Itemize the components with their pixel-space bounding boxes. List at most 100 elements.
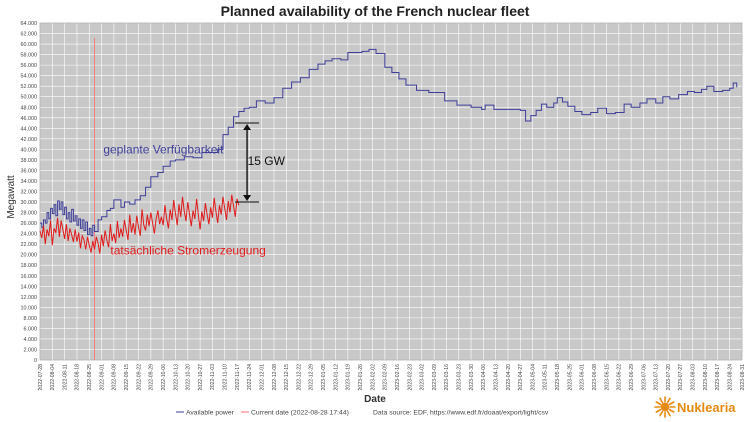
legend-available-power: Available power xyxy=(186,410,235,417)
arrow-head-down xyxy=(243,195,252,202)
x-tick-label: 2022-12-22 xyxy=(296,364,302,391)
y-tick-label: 34.000 xyxy=(21,179,38,185)
x-tick-label: 2023-07-27 xyxy=(678,364,684,391)
arrow-head-up xyxy=(243,124,252,131)
y-tick-label: 22.000 xyxy=(21,242,38,248)
y-tick-label: 56.000 xyxy=(21,63,38,69)
y-tick-label: 54.000 xyxy=(21,74,38,80)
x-tick-label: 2023-02-09 xyxy=(383,364,389,391)
x-tick-label: 2022-12-01 xyxy=(259,364,265,391)
x-tick-label: 2023-06-01 xyxy=(580,364,586,391)
x-tick-label: 2022-09-22 xyxy=(136,364,142,391)
y-tick-label: 14.000 xyxy=(21,284,38,290)
nuklearia-logo: Nuklearia xyxy=(654,396,736,418)
x-tick-label: 2023-01-26 xyxy=(358,364,364,391)
plot-border xyxy=(39,22,743,361)
x-tick-label: 2023-06-29 xyxy=(629,364,635,391)
x-tick-label: 2023-07-13 xyxy=(654,364,660,391)
x-tick-label: 2023-06-22 xyxy=(617,364,623,391)
y-tick-label: 12.000 xyxy=(21,295,38,301)
y-tick-label: 64.000 xyxy=(21,21,38,27)
x-tick-label: 2023-02-02 xyxy=(370,364,376,391)
x-tick-label: 2023-06-08 xyxy=(592,364,598,391)
y-tick-label: 62.000 xyxy=(21,32,38,38)
x-tick-label: 2022-11-24 xyxy=(247,364,253,390)
series-available-power xyxy=(40,48,738,237)
x-tick-label: 2023-04-20 xyxy=(506,364,512,391)
y-axis-label: Megawatt xyxy=(6,175,17,219)
sun-ray xyxy=(666,397,671,404)
y-tick-label: 36.000 xyxy=(21,168,38,174)
sun-ray xyxy=(655,408,662,413)
y-tick-label: 6.000 xyxy=(24,326,38,332)
x-tick-label: 2023-01-19 xyxy=(346,364,352,391)
x-tick-label: 2023-05-04 xyxy=(530,364,536,391)
sun-ray xyxy=(668,408,675,413)
x-tick-label: 2022-10-06 xyxy=(161,364,167,391)
y-tick-label: 30.000 xyxy=(21,200,38,206)
y-tick-label: 40.000 xyxy=(21,147,38,153)
x-tick-label: 2023-08-03 xyxy=(691,364,697,391)
x-tick-label: 2023-08-17 xyxy=(715,364,721,391)
sun-icon xyxy=(654,396,676,418)
y-tick-label: 50.000 xyxy=(21,95,38,101)
x-axis-label: Date xyxy=(364,394,386,405)
logo-text: Nuklearia xyxy=(677,400,736,415)
x-tick-label: 2023-08-10 xyxy=(703,364,709,391)
x-tick-label: 2023-01-12 xyxy=(333,364,339,391)
y-tick-label: 60.000 xyxy=(21,42,38,48)
y-axis: 0 2.000 4.000 6.000 8.000 10.000 12.000 14.000 1… xyxy=(21,21,38,364)
x-tick-label: 2022-10-20 xyxy=(186,364,192,391)
y-tick-label: 2.000 xyxy=(24,347,38,353)
y-tick-label: 4.000 xyxy=(24,337,38,343)
grid xyxy=(39,22,743,361)
x-tick-label: 2023-01-05 xyxy=(321,364,327,391)
y-tick-label: 26.000 xyxy=(21,221,38,227)
x-tick-label: 2022-12-29 xyxy=(309,364,315,391)
x-tick-label: 2022-08-18 xyxy=(75,364,81,391)
y-tick-label: 42.000 xyxy=(21,137,38,143)
sun-ray xyxy=(668,401,675,406)
sun-ray xyxy=(666,410,671,417)
x-tick-label: 2022-12-08 xyxy=(272,364,278,391)
x-tick-label: 2022-12-15 xyxy=(284,364,290,391)
sun-ray xyxy=(659,410,664,417)
x-tick-label: 2023-05-11 xyxy=(543,364,549,390)
annotation-actual-generation: tatsächliche Stromerzeugung xyxy=(110,244,265,258)
x-tick-label: 2023-08-31 xyxy=(740,364,746,391)
legend-data-source: Data source: EDF, https://www.edf.fr/doa… xyxy=(373,410,549,417)
sun-ray xyxy=(655,401,662,406)
x-tick-label: 2023-04-13 xyxy=(493,364,499,391)
y-tick-label: 18.000 xyxy=(21,263,38,269)
x-tick-label: 2022-08-25 xyxy=(87,364,93,391)
x-tick-label: 2022-10-27 xyxy=(198,364,204,391)
x-tick-label: 2023-03-02 xyxy=(420,364,426,391)
x-tick-label: 2023-07-20 xyxy=(666,364,672,391)
y-tick-label: 28.000 xyxy=(21,211,38,217)
y-tick-label: 48.000 xyxy=(21,105,38,111)
legend: Available power Current date (2022-08-28… xyxy=(176,410,549,417)
y-tick-label: 10.000 xyxy=(21,305,38,311)
y-tick-label: 52.000 xyxy=(21,84,38,90)
x-tick-label: 2022-08-11 xyxy=(62,364,68,390)
series-actual-generation xyxy=(39,194,240,254)
y-tick-label: 16.000 xyxy=(21,274,38,280)
x-tick-label: 2022-11-10 xyxy=(223,364,229,390)
x-tick-label: 2022-11-17 xyxy=(235,364,241,390)
sun-core xyxy=(660,402,670,412)
y-tick-label: 32.000 xyxy=(21,190,38,196)
legend-current-date: Current date (2022-08-28 17:44) xyxy=(251,410,349,417)
y-tick-label: 38.000 xyxy=(21,158,38,164)
x-tick-label: 2022-09-08 xyxy=(112,364,118,391)
chart-title: Planned availability of the French nucle… xyxy=(221,3,530,19)
x-tick-label: 2023-05-25 xyxy=(567,364,573,391)
15gw-arrow xyxy=(235,122,260,203)
x-tick-label: 2022-11-03 xyxy=(210,364,216,390)
x-tick-label: 2023-03-23 xyxy=(457,364,463,391)
x-tick-label: 2023-02-23 xyxy=(407,364,413,391)
sun-ray xyxy=(659,397,664,404)
x-tick-label: 2022-10-13 xyxy=(173,364,179,391)
y-tick-label: 8.000 xyxy=(24,316,38,322)
y-tick-label: 46.000 xyxy=(21,116,38,122)
